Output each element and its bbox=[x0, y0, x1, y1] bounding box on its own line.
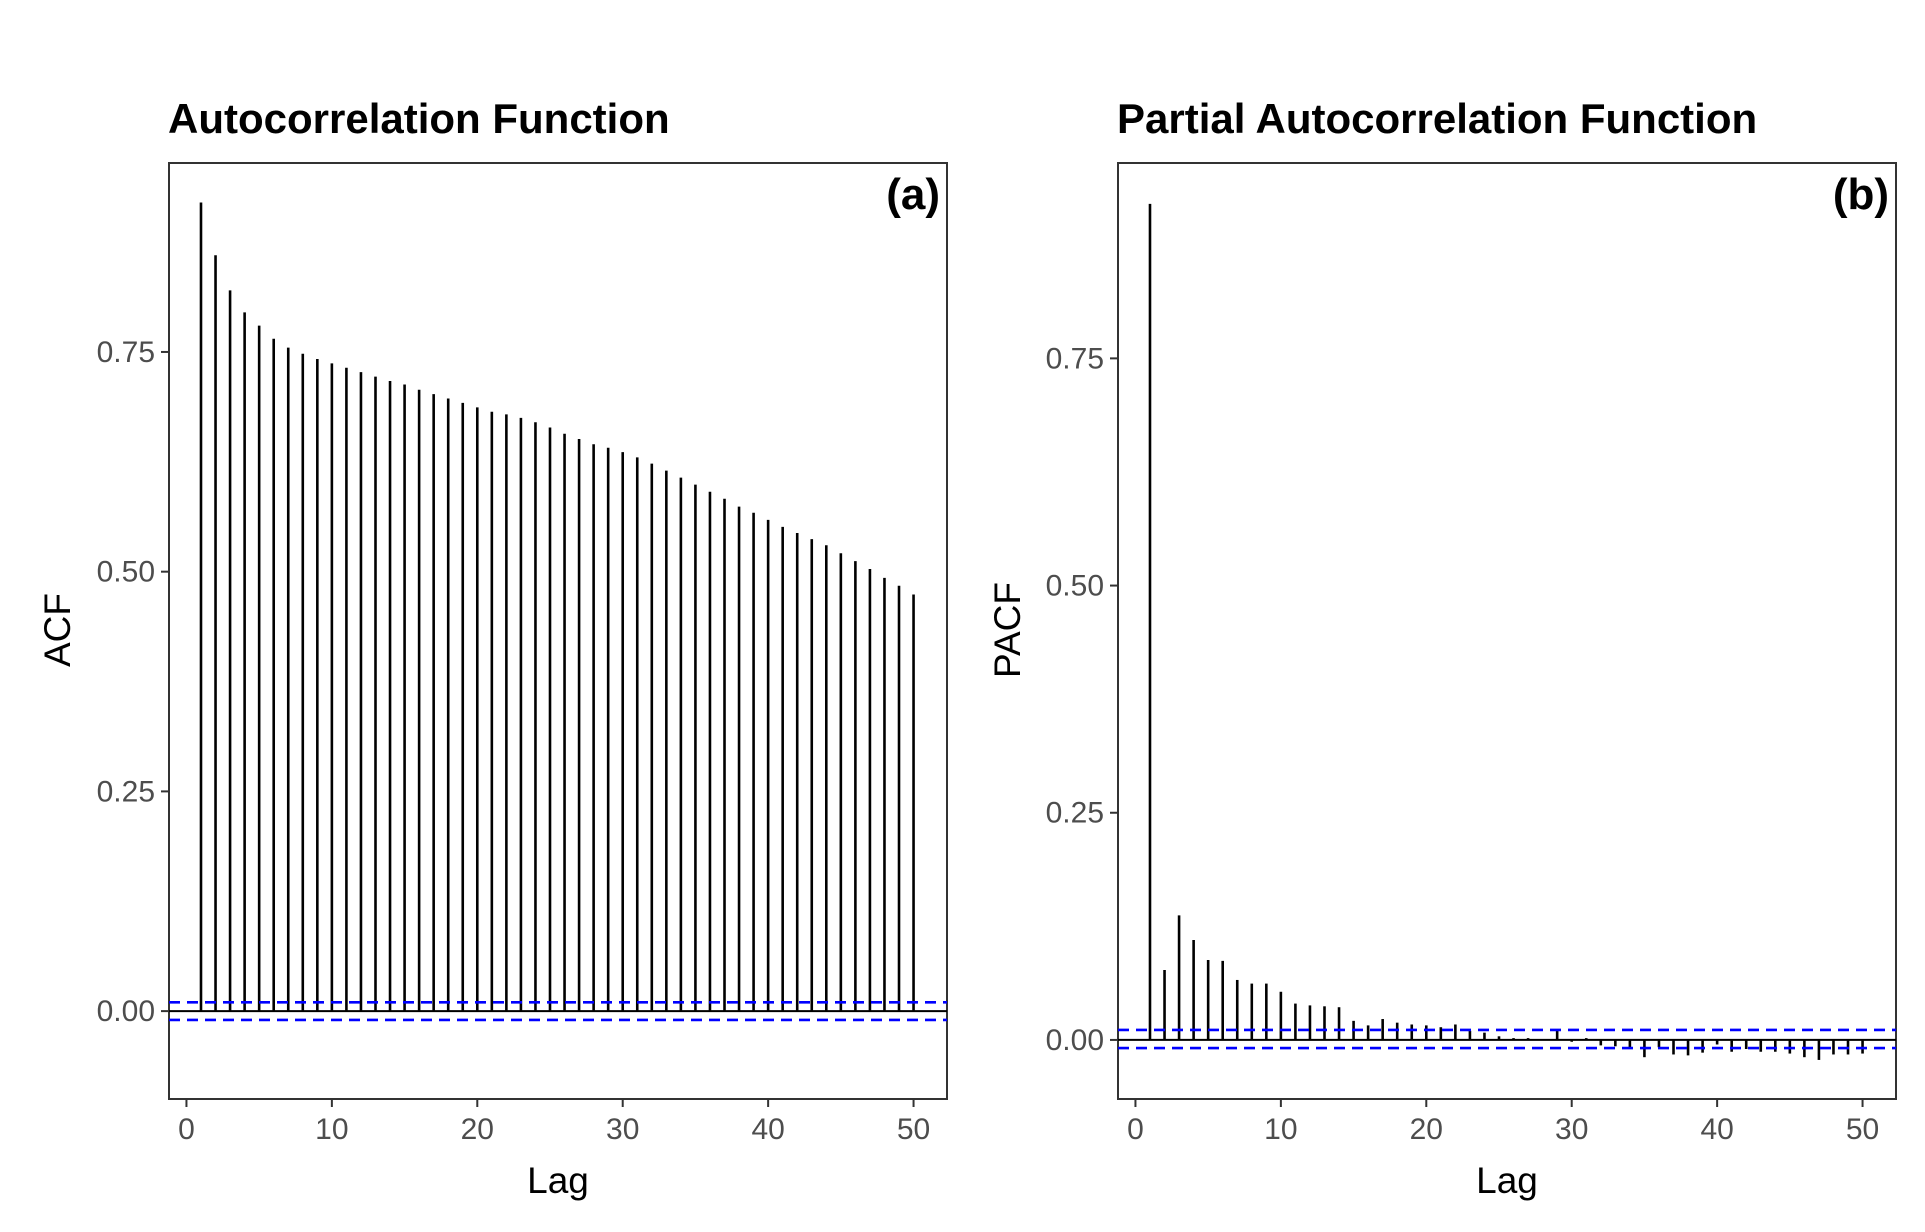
pacf-x-tick-label: 40 bbox=[1700, 1113, 1733, 1146]
pacf-panel-tag: (b) bbox=[1833, 170, 1889, 219]
pacf-plot-frame bbox=[1117, 162, 1897, 1100]
pacf-title: Partial Autocorrelation Function bbox=[1117, 95, 1757, 142]
pacf-x-axis: 0 10 20 30 40 50 bbox=[1127, 1099, 1879, 1146]
pacf-y-axis-title: PACF bbox=[987, 582, 1028, 678]
acf-y-axis-title: ACF bbox=[37, 593, 78, 667]
acf-panel: Autocorrelation Function (a) 0.00 0.25 0.5… bbox=[37, 95, 948, 1201]
pacf-x-tick-label: 30 bbox=[1555, 1113, 1588, 1146]
pacf-x-tick-label: 0 bbox=[1127, 1113, 1144, 1146]
acf-panel-tag: (a) bbox=[886, 170, 940, 219]
acf-x-tick-label: 40 bbox=[751, 1113, 784, 1146]
pacf-x-tick-label: 10 bbox=[1264, 1113, 1297, 1146]
acf-x-tick-label: 20 bbox=[461, 1113, 494, 1146]
acf-title: Autocorrelation Function bbox=[168, 95, 670, 142]
acf-plot-frame bbox=[168, 162, 948, 1100]
acf-x-tick-label: 0 bbox=[178, 1113, 195, 1146]
pacf-x-axis-title: Lag bbox=[1476, 1160, 1538, 1201]
pacf-x-tick-label: 50 bbox=[1846, 1113, 1879, 1146]
pacf-y-tick-label: 0.00 bbox=[1046, 1024, 1104, 1057]
acf-marks bbox=[169, 202, 947, 1022]
pacf-marks bbox=[1118, 203, 1896, 1060]
pacf-y-axis: 0.00 0.25 0.50 0.75 bbox=[1046, 342, 1118, 1057]
acf-y-tick-label: 0.50 bbox=[97, 556, 155, 589]
acf-y-tick-label: 0.75 bbox=[97, 336, 155, 369]
pacf-panel: Partial Autocorrelation Function (b) 0.0… bbox=[987, 95, 1897, 1201]
acf-y-axis: 0.00 0.25 0.50 0.75 bbox=[97, 336, 169, 1028]
pacf-y-tick-label: 0.25 bbox=[1046, 797, 1104, 830]
acf-x-axis: 0 10 20 30 40 50 bbox=[178, 1099, 930, 1146]
acf-x-tick-label: 50 bbox=[897, 1113, 930, 1146]
acf-x-axis-title: Lag bbox=[527, 1160, 589, 1201]
acf-y-tick-label: 0.00 bbox=[97, 995, 155, 1028]
pacf-y-tick-label: 0.50 bbox=[1046, 570, 1104, 603]
pacf-x-tick-label: 20 bbox=[1410, 1113, 1443, 1146]
acf-x-tick-label: 30 bbox=[606, 1113, 639, 1146]
acf-x-tick-label: 10 bbox=[315, 1113, 348, 1146]
pacf-y-tick-label: 0.75 bbox=[1046, 342, 1104, 375]
acf-y-tick-label: 0.25 bbox=[97, 775, 155, 808]
